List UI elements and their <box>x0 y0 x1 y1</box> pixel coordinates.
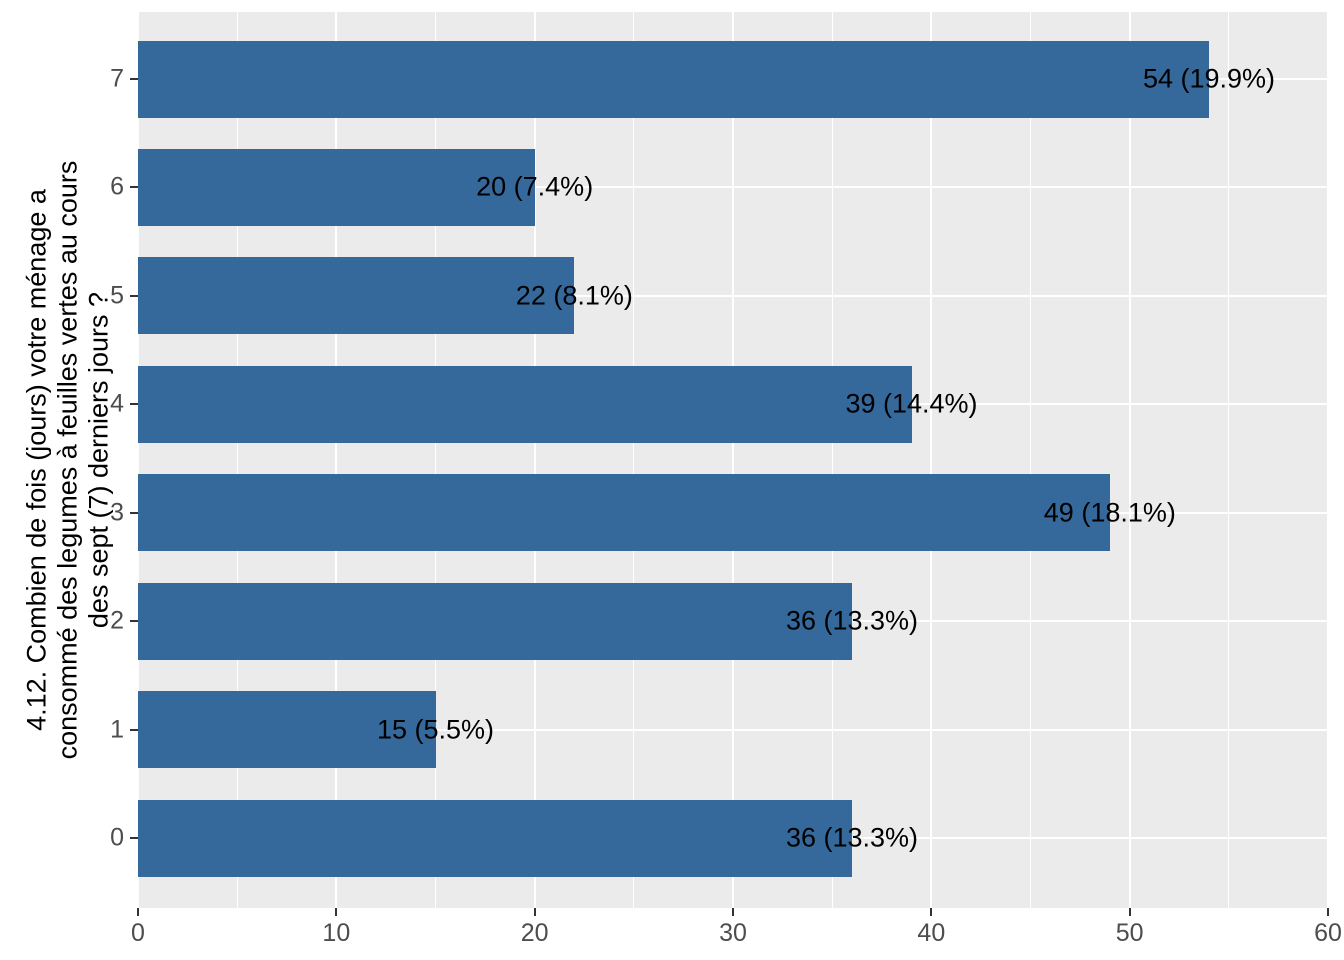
bar <box>138 799 852 877</box>
gridline-minor-x <box>1228 12 1230 908</box>
x-tick-label: 0 <box>131 919 145 947</box>
gridline-major-x <box>137 12 139 908</box>
y-axis-title-line: 4.12. Combien de fois (jours) votre ména… <box>21 189 52 731</box>
bar-value-label: 20 (7.4%) <box>476 171 594 202</box>
x-tick-label: 30 <box>719 919 747 947</box>
x-tick-mark <box>137 908 139 916</box>
y-tick-label: 5 <box>110 281 124 310</box>
bar-value-label: 22 (8.1%) <box>515 280 633 311</box>
y-tick-mark <box>130 294 138 297</box>
x-tick-mark <box>335 908 338 916</box>
gridline-major-x <box>930 12 933 908</box>
bar <box>138 365 912 443</box>
gridline-major-x <box>1327 12 1329 908</box>
gridline-minor-x <box>1030 12 1031 908</box>
x-tick-label: 20 <box>520 919 549 947</box>
y-tick-label: 0 <box>110 823 124 852</box>
bar <box>138 582 852 660</box>
bar <box>138 257 575 335</box>
y-tick-mark <box>130 186 138 189</box>
y-tick-label: 4 <box>110 389 124 418</box>
bar-value-label: 39 (14.4%) <box>845 388 978 419</box>
x-tick-label: 40 <box>917 919 946 947</box>
y-axis-title-line: consommé des legumes à feuilles vertes a… <box>52 160 83 760</box>
y-tick-label: 7 <box>110 64 124 93</box>
y-tick-mark <box>130 78 138 80</box>
gridline-minor-x <box>236 12 238 908</box>
x-tick-mark <box>732 908 734 916</box>
gridline-major-x <box>1128 12 1131 908</box>
bar-value-label: 49 (18.1%) <box>1043 497 1176 528</box>
bar-value-label: 15 (5.5%) <box>376 714 495 745</box>
gridline-minor-x <box>633 12 635 908</box>
y-tick-mark <box>130 403 138 406</box>
bar <box>138 691 436 769</box>
gridline-major-x <box>335 12 338 908</box>
x-tick-label: 10 <box>322 919 351 947</box>
bar-value-label: 36 (13.3%) <box>785 605 919 636</box>
plot-panel: 54 (19.9%) 20 (7.4%) 22 (8.1%) 39 (14.4%) 49… <box>137 12 1329 908</box>
bar <box>138 40 1209 118</box>
gridline-minor-x <box>435 12 436 908</box>
x-tick-mark <box>1128 908 1131 916</box>
x-tick-label: 50 <box>1115 919 1144 947</box>
bar-value-label: 36 (13.3%) <box>785 822 919 853</box>
y-tick-mark <box>130 620 138 623</box>
gridline-major-x <box>732 12 734 908</box>
x-tick-mark <box>930 908 933 916</box>
gridline-major-x <box>533 12 536 908</box>
gridline-minor-x <box>831 12 833 908</box>
y-tick-label: 1 <box>110 715 124 744</box>
y-tick-label: 6 <box>110 172 124 201</box>
y-tick-mark <box>130 511 138 514</box>
bar <box>138 474 1110 552</box>
x-tick-label: 60 <box>1314 919 1342 947</box>
x-tick-mark <box>533 908 536 916</box>
y-tick-label: 2 <box>110 606 124 635</box>
y-axis-title-line: des sept (7) derniers jours ? <box>83 291 114 629</box>
y-tick-mark <box>130 728 138 731</box>
bar <box>138 148 535 226</box>
bar-value-label: 54 (19.9%) <box>1142 63 1276 94</box>
y-tick-label: 3 <box>110 498 124 527</box>
x-tick-mark <box>1327 908 1329 916</box>
y-tick-mark <box>130 837 138 839</box>
